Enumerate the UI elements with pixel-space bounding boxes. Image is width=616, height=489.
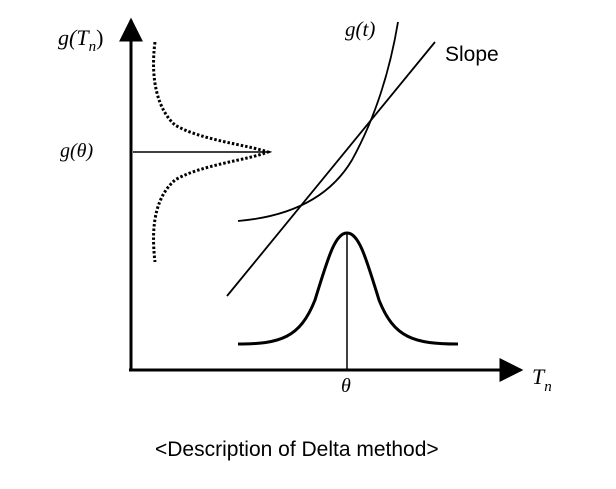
slope-line [226,41,436,297]
slope-label: Slope [445,43,499,66]
g-theta-label: g(θ) [60,140,93,162]
theta-label: θ [341,375,351,397]
caption: <Description of Delta method> [155,438,439,461]
bell-curve [237,231,459,346]
y-axis-label: g(Tn) [58,25,103,55]
g-t-curve [237,21,399,222]
dotted-distribution-curve [152,41,273,263]
x-axis-label: Tn [532,364,552,395]
g-t-label: g(t) [345,17,375,41]
